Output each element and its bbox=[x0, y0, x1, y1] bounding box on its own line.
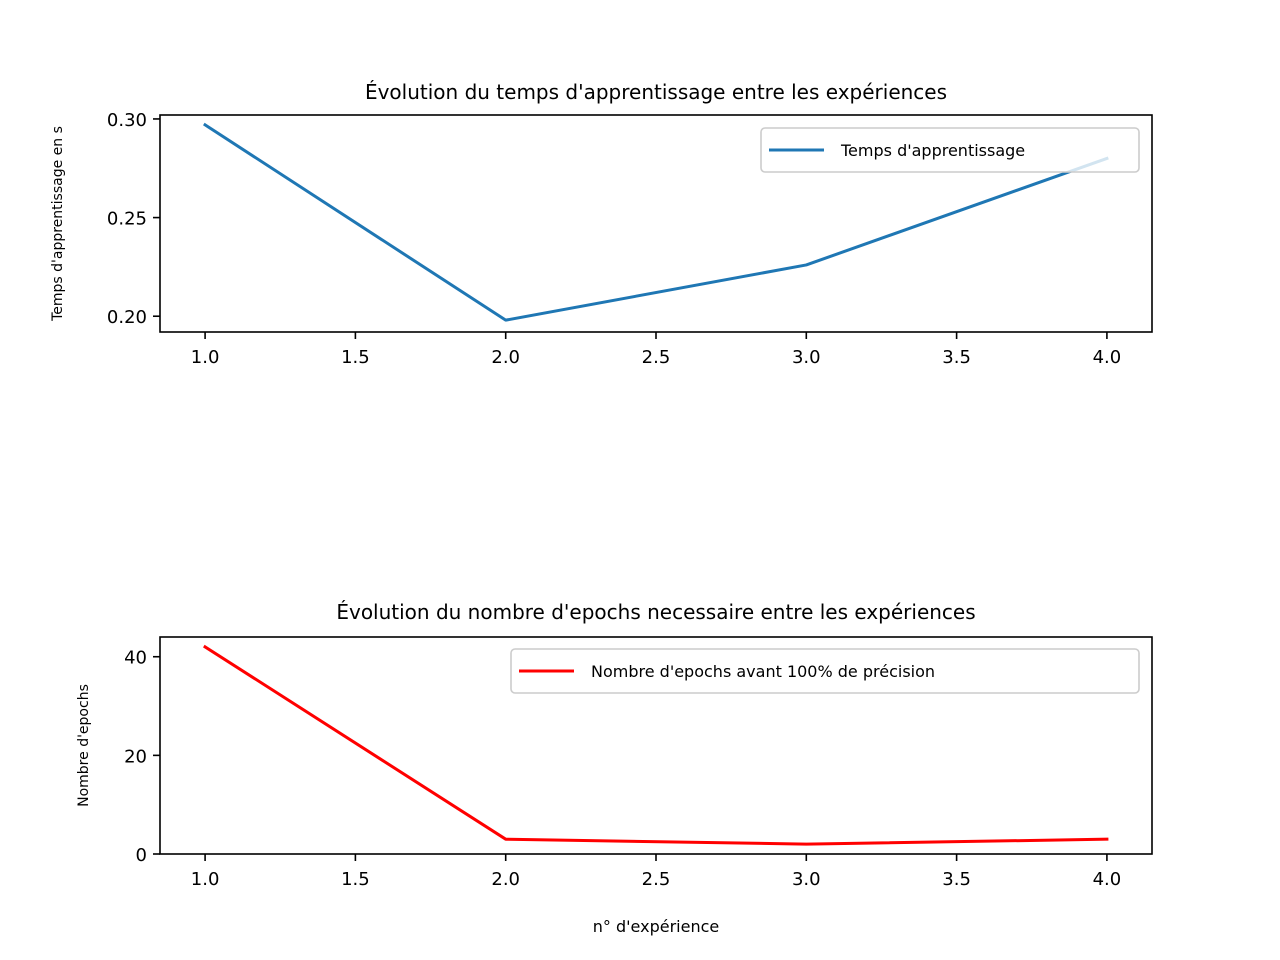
x-axis-label: n° d'expérience bbox=[593, 917, 719, 936]
y-axis-label: Temps d'apprentissage en s bbox=[50, 126, 66, 322]
legend-label: Temps d'apprentissage bbox=[840, 141, 1025, 160]
x-tick-label: 3.0 bbox=[792, 347, 821, 368]
x-tick-label: 3.5 bbox=[942, 869, 971, 890]
y-tick-label: 20 bbox=[124, 746, 147, 767]
y-tick-label: 0.30 bbox=[107, 110, 147, 131]
x-tick-label: 3.0 bbox=[792, 869, 821, 890]
x-tick-label: 3.5 bbox=[942, 347, 971, 368]
x-tick-label: 1.5 bbox=[341, 869, 370, 890]
x-tick-label: 2.0 bbox=[491, 869, 520, 890]
x-tick-label: 1.0 bbox=[191, 869, 220, 890]
legend-label: Nombre d'epochs avant 100% de précision bbox=[591, 662, 935, 681]
chart-panel-2: Évolution du nombre d'epochs necessaire … bbox=[76, 600, 1153, 936]
series-line-1 bbox=[203, 644, 1109, 846]
axes-frame bbox=[159, 636, 1153, 855]
x-tick-label: 2.5 bbox=[642, 347, 671, 368]
chart-title: Évolution du nombre d'epochs necessaire … bbox=[336, 600, 975, 624]
y-tick-label: 0.20 bbox=[107, 307, 147, 328]
y-tick-label: 0 bbox=[136, 845, 147, 866]
x-tick-label: 2.5 bbox=[642, 869, 671, 890]
axes-frame bbox=[159, 114, 1153, 333]
legend-box bbox=[760, 127, 1140, 173]
chart-title: Évolution du temps d'apprentissage entre… bbox=[365, 80, 947, 104]
legend: Temps d'apprentissage bbox=[760, 127, 1140, 173]
series-line-1 bbox=[203, 122, 1109, 322]
legend-box bbox=[510, 648, 1140, 694]
legend: Nombre d'epochs avant 100% de précision bbox=[510, 648, 1140, 694]
y-axis-label: Nombre d'epochs bbox=[76, 684, 92, 807]
x-tick-label: 1.5 bbox=[341, 347, 370, 368]
x-tick-label: 2.0 bbox=[491, 347, 520, 368]
chart-panel-1: Évolution du temps d'apprentissage entre… bbox=[50, 80, 1153, 368]
x-tick-label: 4.0 bbox=[1093, 869, 1122, 890]
y-tick-label: 40 bbox=[124, 648, 147, 669]
y-tick-label: 0.25 bbox=[107, 209, 147, 230]
x-tick-label: 1.0 bbox=[191, 347, 220, 368]
x-tick-label: 4.0 bbox=[1093, 347, 1122, 368]
